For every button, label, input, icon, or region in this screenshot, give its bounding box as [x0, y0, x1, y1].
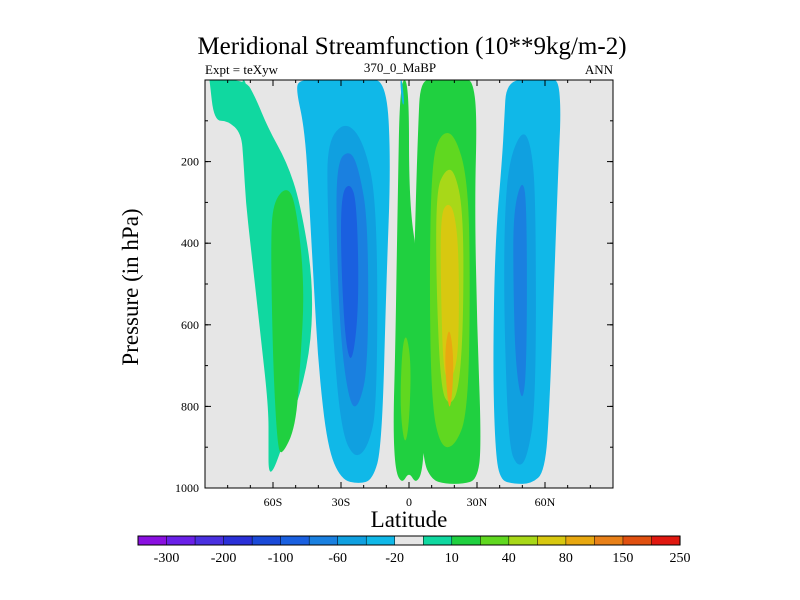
x-axis-ticks: 60S 30S 0 30N 60N	[204, 80, 614, 509]
x-tick-label: 60S	[264, 495, 283, 509]
colorbar-swatch	[565, 535, 595, 546]
y-tick-label: 200	[181, 155, 199, 169]
chart-title: Meridional Streamfunction (10**9kg/m-2)	[197, 33, 626, 60]
colorbar-label: 150	[612, 551, 633, 566]
colorbar-swatch	[480, 535, 510, 546]
colorbar-swatch	[451, 535, 481, 546]
sh-hadley-core	[341, 185, 359, 358]
colorbar-label: 10	[445, 551, 459, 566]
nh-hadley-core	[440, 204, 459, 380]
time-period-label: 370_0_MaBP	[364, 60, 436, 75]
colorbar-label: -200	[211, 551, 237, 566]
colorbar-label: 40	[502, 551, 516, 566]
sh-ferrel-cap	[242, 80, 250, 113]
colorbar-label: -300	[154, 551, 180, 566]
colorbar-swatch	[308, 535, 339, 546]
colorbar: -300 -200 -100 -60 -20 10 40 80 150 250	[137, 535, 691, 566]
sh-ferrel-core	[271, 190, 304, 453]
season-label: ANN	[585, 62, 614, 77]
equatorial-core	[400, 337, 411, 441]
colorbar-label: -20	[385, 551, 404, 566]
nh-hadley-max	[445, 331, 454, 407]
equatorial-tip	[400, 80, 404, 105]
colorbar-label: -100	[268, 551, 294, 566]
y-axis-ticks: 200 400 600 800 1000	[175, 120, 613, 495]
colorbar-swatch	[251, 535, 282, 546]
experiment-label: Expt = teXyw	[205, 62, 279, 77]
colorbar-swatch	[423, 535, 453, 546]
colorbar-swatch	[394, 535, 424, 546]
colorbar-swatch	[537, 535, 567, 546]
y-tick-label: 600	[181, 318, 199, 332]
x-tick-label: 0	[406, 495, 412, 509]
x-tick-label: 30N	[467, 495, 488, 509]
colorbar-swatch	[508, 535, 538, 546]
colorbar-label: 250	[670, 551, 691, 566]
nh-ferrel-core	[513, 184, 527, 397]
colorbar-frame	[137, 535, 681, 546]
colorbar-swatch	[365, 535, 396, 546]
y-tick-label: 1000	[175, 481, 199, 495]
colorbar-swatch	[594, 535, 624, 546]
colorbar-swatch	[166, 535, 196, 546]
colorbar-swatch	[137, 535, 168, 546]
colorbar-swatch	[223, 535, 253, 546]
y-tick-label: 800	[181, 399, 199, 413]
contour-regions	[209, 80, 561, 484]
colorbar-label: -60	[328, 551, 347, 566]
y-axis-label: Pressure (in hPa)	[118, 208, 143, 365]
colorbar-swatch	[280, 535, 310, 546]
x-axis-label: Latitude	[371, 507, 448, 532]
colorbar-swatch	[651, 535, 681, 546]
colorbar-label: 80	[559, 551, 573, 566]
colorbar-swatch	[194, 535, 225, 546]
colorbar-swatch	[622, 535, 653, 546]
x-tick-label: 30S	[332, 495, 351, 509]
y-tick-label: 400	[181, 236, 199, 250]
x-tick-label: 60N	[535, 495, 556, 509]
colorbar-swatch	[337, 535, 367, 546]
